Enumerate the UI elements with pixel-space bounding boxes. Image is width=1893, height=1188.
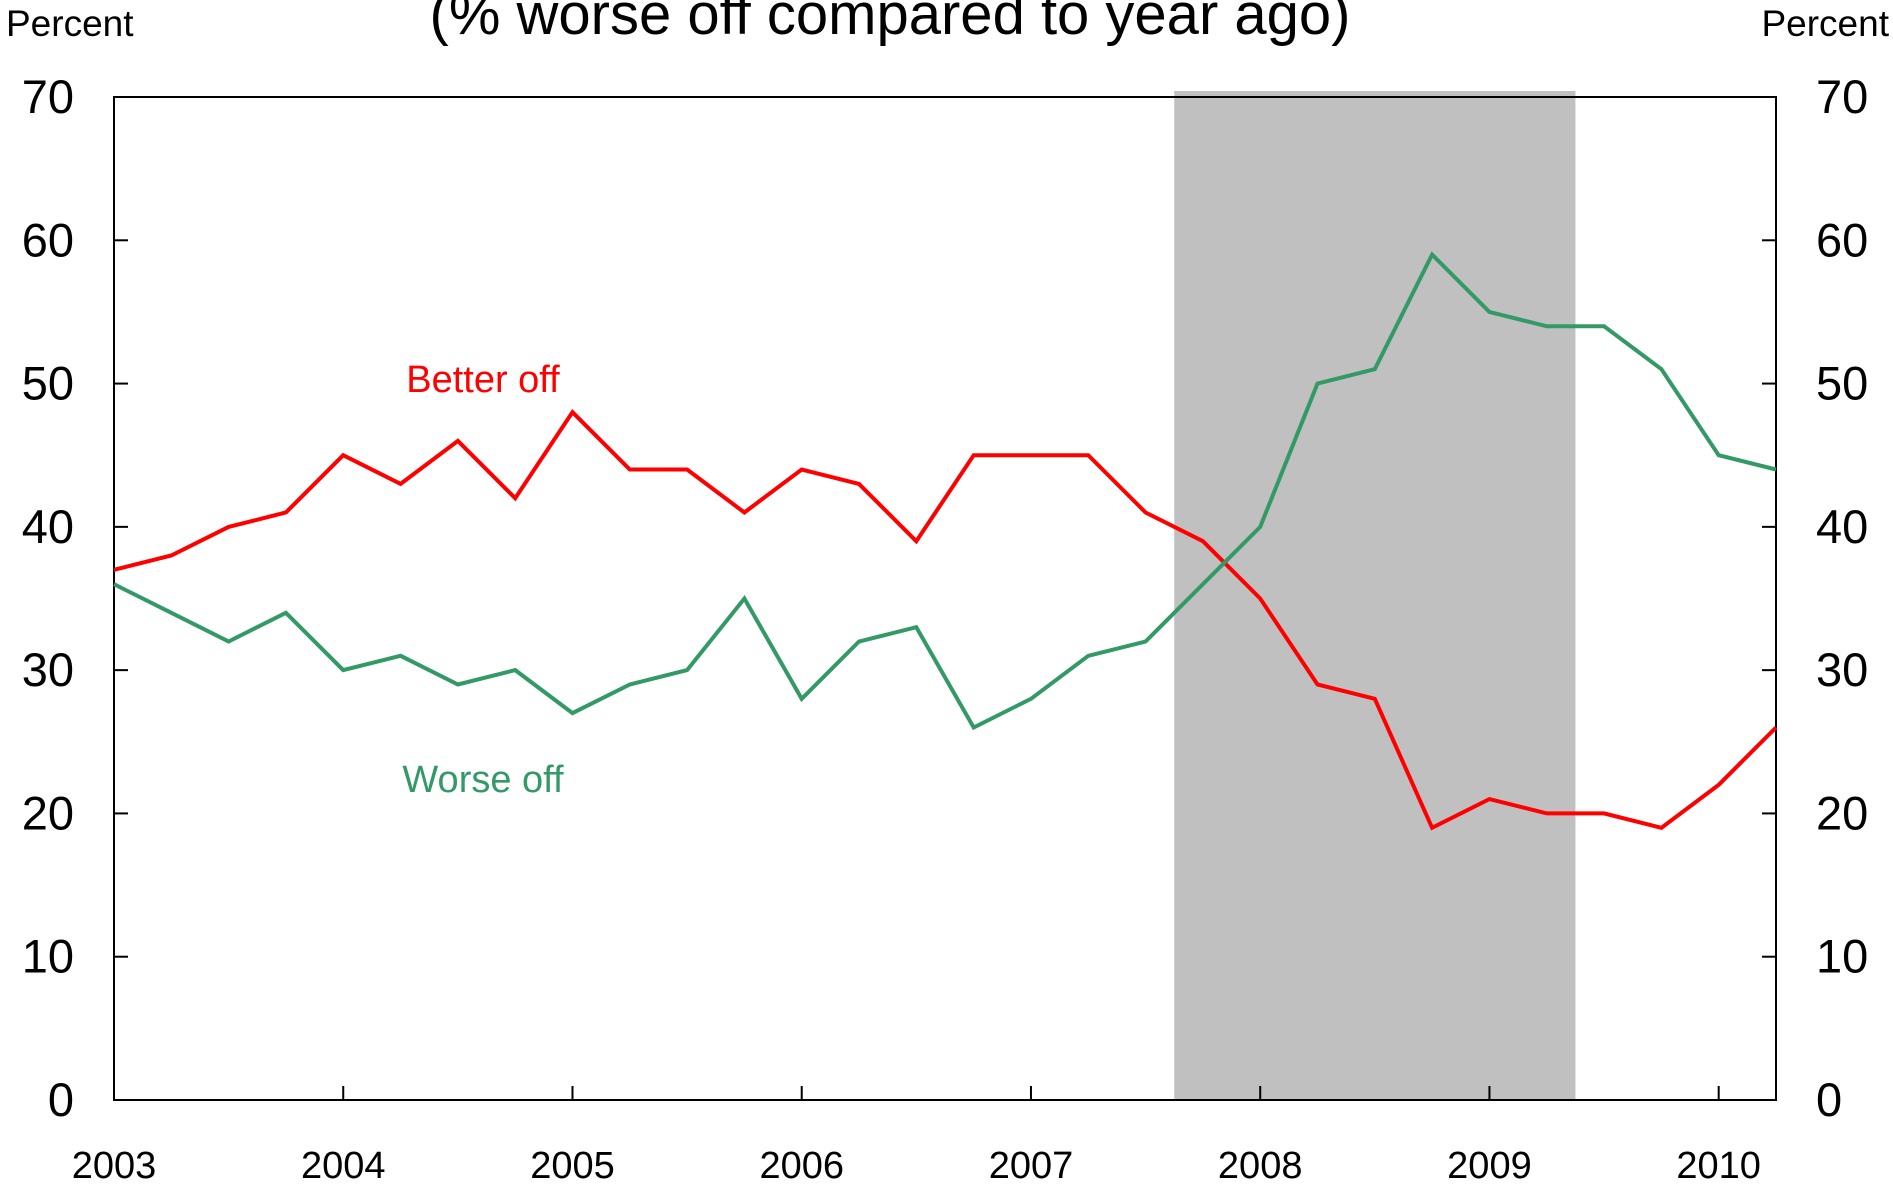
x-tick-label: 2006 <box>759 1145 844 1187</box>
plot-frame <box>113 96 1777 1101</box>
left-y-tick-label: 40 <box>22 500 74 553</box>
right-y-tick-label: 10 <box>1816 930 1868 983</box>
left-y-tick-label: 0 <box>48 1073 74 1126</box>
series-label-worse-off: Worse off <box>402 759 564 801</box>
left-y-tick-label: 30 <box>22 643 74 696</box>
x-tick-label: 2005 <box>530 1145 615 1187</box>
x-tick-label: 2004 <box>301 1145 386 1187</box>
right-y-tick-label: 50 <box>1816 357 1868 410</box>
left-y-tick-label: 50 <box>22 357 74 410</box>
left-axis-unit-label: Percent <box>6 3 134 44</box>
chart-title: (% worse off compared to year ago) <box>430 0 1351 47</box>
x-tick-label: 2009 <box>1447 1145 1532 1187</box>
left-y-tick-label: 70 <box>22 70 74 123</box>
left-y-tick-label: 10 <box>22 930 74 983</box>
series-line-worse-off <box>113 251 1777 731</box>
shaded-region-layer <box>1174 91 1576 1100</box>
x-tick-label: 2003 <box>72 1145 157 1187</box>
axes-layer <box>113 96 1777 1101</box>
x-tick-label: 2007 <box>989 1145 1074 1187</box>
shaded-region <box>1174 91 1576 1100</box>
right-y-tick-label: 0 <box>1816 1073 1842 1126</box>
left-y-tick-label: 60 <box>22 213 74 266</box>
text-layer: (% worse off compared to year ago) Perce… <box>6 0 1890 1187</box>
right-axis-unit-label: Percent <box>1761 3 1889 44</box>
x-tick-label: 2008 <box>1218 1145 1303 1187</box>
right-y-tick-label: 70 <box>1816 70 1868 123</box>
series-layer <box>113 251 1778 831</box>
left-y-tick-label: 20 <box>22 786 74 839</box>
series-label-better-off: Better off <box>406 359 560 401</box>
right-y-tick-label: 40 <box>1816 500 1868 553</box>
series-line-better-off <box>113 409 1778 831</box>
right-y-tick-label: 60 <box>1816 213 1868 266</box>
right-y-tick-label: 30 <box>1816 643 1868 696</box>
right-y-tick-label: 20 <box>1816 786 1868 839</box>
x-tick-label: 2010 <box>1676 1145 1761 1187</box>
